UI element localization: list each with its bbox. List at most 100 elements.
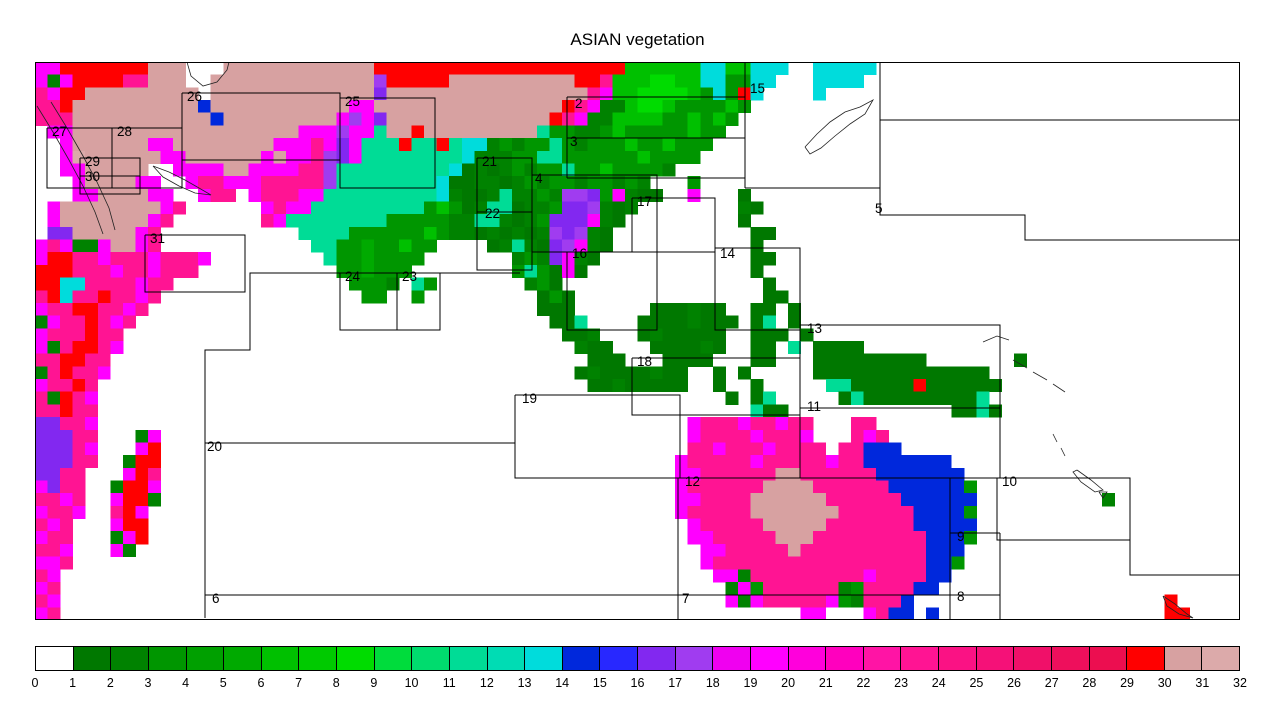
region-label: 9 [957,529,965,544]
colorbar-segment [1050,646,1090,671]
colorbar-tick: 26 [1007,676,1022,690]
colorbar-tick: 11 [442,676,456,690]
colorbar-tick: 31 [1195,676,1210,690]
colorbar-segment [147,646,187,671]
colorbar-segment [900,646,939,671]
colorbar-segment [975,646,1015,671]
region-label: 29 [85,154,100,169]
colorbar-tick: 27 [1044,676,1059,690]
colorbar-tick: 10 [404,676,419,690]
colorbar-segment [749,646,789,671]
colorbar-segment [712,646,751,671]
colorbar-segment [787,646,827,671]
region-label: 6 [212,591,220,606]
vegetation-raster [35,62,1191,620]
region-label: 30 [85,169,100,184]
colorbar-segment [1013,646,1052,671]
colorbar-tick: 1 [69,676,77,690]
colorbar-segment [185,646,225,671]
region-label: 19 [522,391,537,406]
region-label: 12 [685,474,700,489]
colorbar-tick: 9 [370,676,378,690]
colorbar-segment [1126,646,1165,671]
region-label: 7 [682,591,690,606]
region-label: 16 [572,246,587,261]
colorbar-tick: 5 [219,676,227,690]
colorbar-tick: 24 [931,676,946,690]
region-label: 4 [535,171,543,186]
region-label: 18 [637,354,652,369]
map-frame [35,62,1240,620]
colorbar-tick: 8 [332,676,340,690]
colorbar-segment [486,646,526,671]
colorbar-segment [298,646,337,671]
region-label: 10 [1002,474,1017,489]
colorbar-tick: 29 [1120,676,1134,690]
region-label: 5 [875,201,883,216]
colorbar-segment [72,646,112,671]
colorbar-tick: 6 [257,676,265,690]
colorbar-tick: 12 [479,676,494,690]
region-boundaries [46,62,1240,620]
colorbar-tick: 7 [295,676,303,690]
colorbar-tick: 30 [1157,676,1172,690]
colorbar-tick: 18 [705,676,720,690]
region-label: 20 [207,439,222,454]
colorbar-tick: 25 [969,676,984,690]
colorbar-segment [35,646,74,671]
colorbar-tick: 28 [1082,676,1097,690]
colorbar-segment [1201,646,1240,671]
colorbar-segment [825,646,864,671]
region-label: 3 [570,134,578,149]
region-label: 2 [575,96,583,111]
colorbar-segment [674,646,714,671]
region-label: 14 [720,246,736,261]
colorbar-tick: 4 [182,676,190,690]
colorbar-tick: 19 [743,676,758,690]
colorbar-tick: 0 [31,676,39,690]
colorbar-tick: 15 [592,676,607,690]
colorbar-tick: 2 [106,676,114,690]
region-label: 13 [807,321,822,336]
colorbar-tick: 14 [555,676,570,690]
region-label: 26 [187,89,202,104]
region-label: 21 [482,154,497,169]
colorbar-segment [561,646,601,671]
colorbar-segment [448,646,488,671]
colorbar-tick: 22 [856,676,871,690]
region-label: 28 [117,124,132,139]
chart-title: ASIAN vegetation [570,30,705,49]
colorbar-segment [938,646,977,671]
colorbar-tick: 16 [630,676,645,690]
colorbar-tick: 13 [517,676,532,690]
colorbar-tick: 3 [144,676,152,690]
colorbar-segment [336,646,375,671]
region-label: 24 [345,269,361,284]
colorbar-segment [373,646,413,671]
colorbar-tick: 21 [818,676,833,690]
colorbar-segment [599,646,638,671]
region-label: 27 [52,124,67,139]
region-label: 25 [345,94,360,109]
colorbar-segment [110,646,149,671]
coastlines [36,62,1194,619]
region-label: 31 [150,231,165,246]
colorbar-segment [1163,646,1203,671]
region-label: 11 [807,399,821,414]
colorbar-tick: 32 [1233,676,1247,690]
colorbar-segment [1088,646,1128,671]
colorbar-segment [637,646,676,671]
colorbar-segment [223,646,262,671]
region-label: 15 [750,81,765,96]
colorbar [35,646,1240,671]
colorbar-segment [260,646,300,671]
map-area: 2 3 4 5 6 7 8 9 10 11 12 13 14 15 16 17 18 19 20 21 22 23 24 25… [35,62,1240,620]
colorbar-tick: 20 [781,676,796,690]
region-label: 17 [637,194,652,209]
colorbar-ticks: 0 1 2 3 4 5 6 7 8 9 10 11 12 13 14 15 16 17 18 19 20 21 22 23 24… [31,676,1247,692]
colorbar-segment [862,646,902,671]
region-label: 8 [957,589,965,604]
colorbar-tick: 17 [668,676,683,690]
